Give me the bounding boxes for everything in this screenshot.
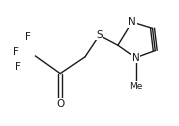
Text: Me: Me (129, 82, 143, 91)
Text: S: S (96, 30, 103, 40)
Text: F: F (15, 62, 21, 72)
Text: F: F (13, 47, 19, 57)
Text: O: O (56, 99, 64, 109)
Text: N: N (128, 17, 136, 27)
Text: N: N (132, 53, 140, 63)
Text: F: F (25, 32, 31, 42)
